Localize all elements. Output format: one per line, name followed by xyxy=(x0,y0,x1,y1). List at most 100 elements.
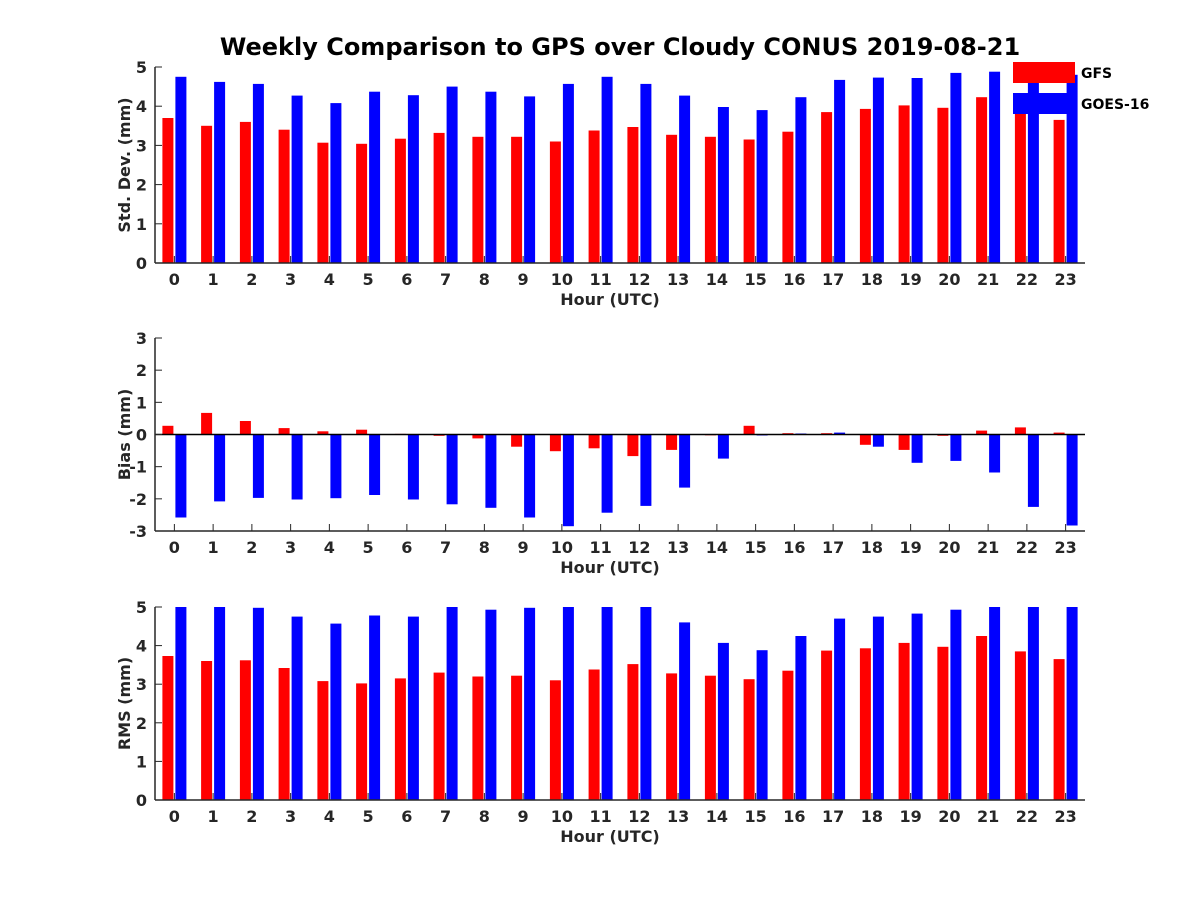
bar-gfs-22 xyxy=(1014,112,1026,264)
x-tick-label: 12 xyxy=(628,270,650,289)
x-tick-label: 7 xyxy=(440,270,451,289)
bar-goes-16-2 xyxy=(252,607,264,800)
x-tick-label: 21 xyxy=(977,270,999,289)
x-tick-label: 19 xyxy=(899,270,921,289)
bar-goes-16-13 xyxy=(679,95,691,263)
bar-gfs-19 xyxy=(898,642,910,800)
bar-goes-16-11 xyxy=(601,76,613,263)
x-tick-label: 7 xyxy=(440,807,451,826)
bar-gfs-15 xyxy=(743,425,755,435)
y-tick-label: -1 xyxy=(129,458,147,477)
y-tick-label: 3 xyxy=(136,136,147,155)
x-tick-label: 13 xyxy=(667,807,689,826)
bar-goes-16-22 xyxy=(1027,434,1039,507)
x-tick-label: 9 xyxy=(518,538,529,557)
bar-goes-16-14 xyxy=(717,107,729,263)
x-tick-label: 5 xyxy=(363,807,374,826)
x-tick-label: 6 xyxy=(401,538,412,557)
y-tick-label: 2 xyxy=(136,714,147,733)
bar-gfs-16 xyxy=(782,670,794,800)
x-tick-label: 23 xyxy=(1054,270,1076,289)
x-tick-label: 4 xyxy=(324,270,335,289)
y-axis-label: Std. Dev. (mm) xyxy=(115,97,134,232)
bar-gfs-0 xyxy=(162,118,174,263)
bar-goes-16-16 xyxy=(795,636,807,800)
bar-goes-16-2 xyxy=(252,83,264,264)
x-tick-label: 18 xyxy=(861,538,883,557)
y-tick-label: 3 xyxy=(136,329,147,348)
bar-gfs-12 xyxy=(627,127,639,263)
bar-gfs-14 xyxy=(704,675,716,800)
x-tick-label: 8 xyxy=(479,807,490,826)
bar-goes-16-22 xyxy=(1027,607,1039,800)
bar-goes-16-6 xyxy=(407,95,419,263)
x-tick-label: 3 xyxy=(285,270,296,289)
x-tick-label: 5 xyxy=(363,270,374,289)
bar-goes-16-20 xyxy=(950,609,962,800)
legend: GFS GOES-16 xyxy=(1013,62,1149,114)
x-tick-label: 20 xyxy=(938,538,960,557)
x-tick-label: 11 xyxy=(589,270,611,289)
bar-goes-16-2 xyxy=(252,434,264,498)
x-tick-label: 2 xyxy=(246,270,257,289)
bar-goes-16-5 xyxy=(369,434,381,495)
x-tick-label: 17 xyxy=(822,270,844,289)
bar-gfs-6 xyxy=(394,678,406,800)
bar-gfs-23 xyxy=(1053,119,1065,264)
bar-goes-16-11 xyxy=(601,434,613,513)
bar-gfs-5 xyxy=(356,683,368,800)
bar-gfs-0 xyxy=(162,656,174,800)
bar-gfs-1 xyxy=(201,125,213,263)
bar-goes-16-18 xyxy=(872,616,884,800)
x-axis-label: Hour (UTC) xyxy=(560,290,660,309)
bar-gfs-10 xyxy=(549,680,561,800)
bar-goes-16-0 xyxy=(175,607,187,800)
bar-gfs-12 xyxy=(627,664,639,800)
bar-goes-16-4 xyxy=(330,434,342,499)
x-tick-label: 2 xyxy=(246,807,257,826)
bar-gfs-13 xyxy=(666,134,678,263)
bar-gfs-5 xyxy=(356,143,368,263)
x-tick-label: 0 xyxy=(169,270,180,289)
x-tick-label: 2 xyxy=(246,538,257,557)
bar-goes-16-12 xyxy=(640,607,652,800)
bar-gfs-8 xyxy=(472,676,484,800)
bar-goes-16-23 xyxy=(1066,607,1078,800)
x-tick-label: 10 xyxy=(551,807,573,826)
bar-goes-16-1 xyxy=(214,607,226,800)
bar-gfs-10 xyxy=(549,141,561,263)
bar-goes-16-23 xyxy=(1066,434,1078,526)
bar-goes-16-10 xyxy=(562,607,574,800)
bar-gfs-10 xyxy=(549,434,561,452)
bar-goes-16-22 xyxy=(1027,82,1039,263)
bar-goes-16-7 xyxy=(446,86,458,263)
bar-goes-16-21 xyxy=(989,434,1001,473)
x-tick-label: 14 xyxy=(706,538,728,557)
x-tick-label: 17 xyxy=(822,807,844,826)
x-tick-label: 19 xyxy=(899,807,921,826)
bar-goes-16-10 xyxy=(562,434,574,527)
bar-gfs-22 xyxy=(1014,427,1026,435)
x-tick-label: 14 xyxy=(706,807,728,826)
y-axis-label: Bias (mm) xyxy=(115,389,134,481)
x-tick-label: 23 xyxy=(1054,538,1076,557)
bar-goes-16-13 xyxy=(679,434,691,488)
bar-gfs-9 xyxy=(511,434,523,447)
y-tick-label: 5 xyxy=(136,598,147,617)
x-tick-label: 11 xyxy=(589,538,611,557)
bar-gfs-7 xyxy=(433,132,445,263)
bar-gfs-9 xyxy=(511,675,523,800)
x-tick-label: 5 xyxy=(363,538,374,557)
bar-goes-16-6 xyxy=(407,616,419,800)
x-tick-label: 15 xyxy=(744,270,766,289)
bar-gfs-14 xyxy=(704,136,716,263)
bar-gfs-12 xyxy=(627,434,639,457)
bar-goes-16-19 xyxy=(911,613,923,800)
bar-goes-16-9 xyxy=(524,434,536,518)
x-tick-label: 18 xyxy=(861,807,883,826)
x-tick-label: 8 xyxy=(479,538,490,557)
bar-goes-16-20 xyxy=(950,72,962,264)
